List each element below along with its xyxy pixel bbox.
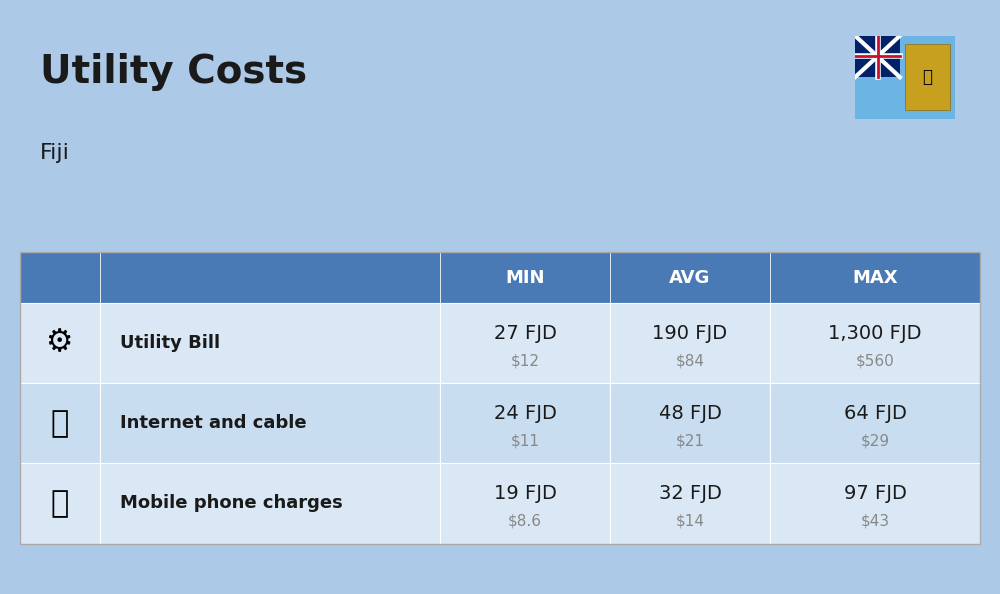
Text: 190 FJD: 190 FJD bbox=[652, 324, 728, 343]
FancyBboxPatch shape bbox=[100, 463, 440, 544]
FancyBboxPatch shape bbox=[610, 252, 770, 303]
FancyBboxPatch shape bbox=[100, 303, 440, 383]
Text: $560: $560 bbox=[856, 353, 894, 368]
FancyBboxPatch shape bbox=[770, 463, 980, 544]
Text: 24 FJD: 24 FJD bbox=[494, 404, 556, 423]
FancyBboxPatch shape bbox=[770, 383, 980, 463]
FancyBboxPatch shape bbox=[770, 252, 980, 303]
Text: $84: $84 bbox=[676, 353, 704, 368]
Text: $14: $14 bbox=[676, 514, 704, 529]
Text: ⚙️: ⚙️ bbox=[46, 328, 74, 358]
Text: 🛡: 🛡 bbox=[922, 68, 932, 86]
Text: $43: $43 bbox=[860, 514, 890, 529]
Text: 32 FJD: 32 FJD bbox=[659, 484, 721, 503]
FancyBboxPatch shape bbox=[770, 303, 980, 383]
Text: Internet and cable: Internet and cable bbox=[120, 414, 307, 432]
Text: Fiji: Fiji bbox=[40, 143, 70, 163]
Text: $11: $11 bbox=[511, 434, 540, 448]
Text: 1,300 FJD: 1,300 FJD bbox=[828, 324, 922, 343]
Bar bbox=[855, 36, 900, 77]
Text: 19 FJD: 19 FJD bbox=[494, 484, 556, 503]
Text: $29: $29 bbox=[860, 434, 890, 448]
FancyBboxPatch shape bbox=[610, 303, 770, 383]
Text: $21: $21 bbox=[676, 434, 704, 448]
Text: 64 FJD: 64 FJD bbox=[844, 404, 906, 423]
FancyBboxPatch shape bbox=[440, 303, 610, 383]
Text: AVG: AVG bbox=[669, 268, 711, 287]
Text: $12: $12 bbox=[511, 353, 540, 368]
Text: Utility Bill: Utility Bill bbox=[120, 334, 220, 352]
FancyBboxPatch shape bbox=[440, 252, 610, 303]
FancyBboxPatch shape bbox=[20, 303, 100, 383]
Text: 📶: 📶 bbox=[51, 409, 69, 438]
Text: MIN: MIN bbox=[505, 268, 545, 287]
FancyBboxPatch shape bbox=[20, 463, 100, 544]
FancyBboxPatch shape bbox=[440, 383, 610, 463]
FancyBboxPatch shape bbox=[853, 34, 957, 121]
Text: Mobile phone charges: Mobile phone charges bbox=[120, 494, 343, 513]
FancyBboxPatch shape bbox=[610, 383, 770, 463]
FancyBboxPatch shape bbox=[610, 463, 770, 544]
Text: Utility Costs: Utility Costs bbox=[40, 53, 307, 91]
Text: 📱: 📱 bbox=[51, 489, 69, 518]
FancyBboxPatch shape bbox=[100, 252, 440, 303]
FancyBboxPatch shape bbox=[20, 252, 100, 303]
Text: 48 FJD: 48 FJD bbox=[659, 404, 721, 423]
Text: 97 FJD: 97 FJD bbox=[844, 484, 906, 503]
FancyBboxPatch shape bbox=[100, 383, 440, 463]
Text: $8.6: $8.6 bbox=[508, 514, 542, 529]
Text: MAX: MAX bbox=[852, 268, 898, 287]
FancyBboxPatch shape bbox=[440, 463, 610, 544]
Bar bbox=[905, 44, 950, 110]
FancyBboxPatch shape bbox=[20, 383, 100, 463]
Text: 27 FJD: 27 FJD bbox=[494, 324, 556, 343]
